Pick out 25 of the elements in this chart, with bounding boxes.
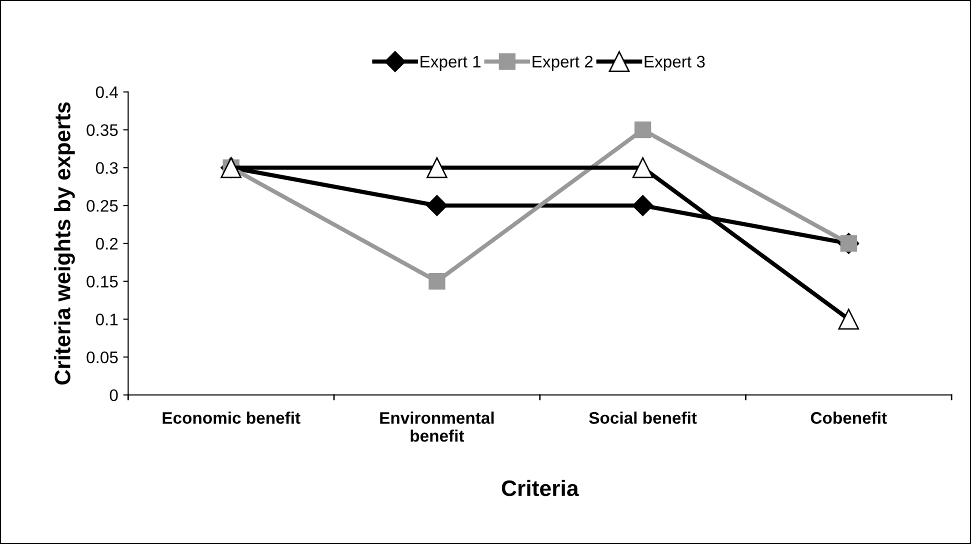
y-tick-label: 0.25 <box>86 200 118 212</box>
point <box>426 195 448 216</box>
y-tick-label: 0.3 <box>96 162 118 174</box>
y-tick-label: 0.05 <box>86 351 118 364</box>
point <box>426 157 448 178</box>
x-tick-label: Cobenefit <box>810 412 887 424</box>
legend-label: Expert 2 <box>532 56 593 71</box>
y-tick-label: 0.15 <box>86 276 118 288</box>
legend-label: Expert 3 <box>644 56 705 71</box>
y-tick-label: 0.4 <box>96 86 118 98</box>
point <box>634 121 652 138</box>
x-axis-title: Criteria <box>502 480 579 496</box>
point <box>838 308 860 330</box>
y-tick-label: 0 <box>110 389 118 402</box>
x-tick-label: Environmental benefit <box>380 412 494 442</box>
y-axis-title: Criteria weights by experts <box>54 102 75 385</box>
x-tick-label: Economic benefit <box>162 412 300 424</box>
point <box>632 157 654 178</box>
legend-label: Expert 1 <box>420 56 481 71</box>
x-tick-label: Social benefit <box>589 412 697 424</box>
y-tick-label: 0.1 <box>96 314 118 326</box>
point <box>632 195 654 216</box>
y-tick-label: 0.2 <box>96 238 118 250</box>
y-tick-label: 0.35 <box>86 124 118 136</box>
point <box>428 272 446 290</box>
